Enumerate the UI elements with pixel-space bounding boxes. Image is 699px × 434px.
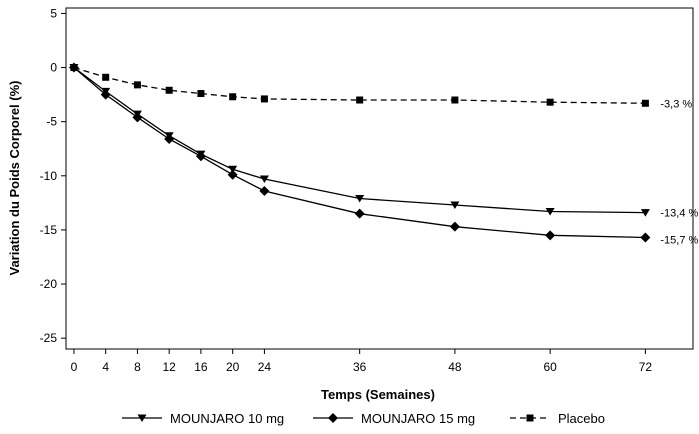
end-value-label: -15,7 %	[660, 234, 698, 246]
legend-item: MOUNJARO 15 mg	[313, 411, 475, 426]
series-2: -3,3 %	[70, 64, 692, 110]
y-tick-label: 5	[50, 6, 57, 20]
y-tick-label: 0	[50, 61, 57, 75]
x-axis: 0 4 8 12 16 20 24 36 48 60 72	[71, 349, 653, 374]
x-tick-label: 8	[134, 360, 141, 374]
x-tick-label: 36	[353, 360, 367, 374]
x-tick-label: 48	[448, 360, 462, 374]
data-point	[195, 151, 206, 162]
data-point	[259, 185, 270, 196]
x-tick-label: 4	[102, 360, 109, 374]
data-point	[70, 64, 78, 72]
legend-label: Placebo	[558, 411, 605, 426]
series-1: -15,7 %	[68, 62, 699, 246]
legend-label: MOUNJARO 15 mg	[361, 411, 475, 426]
data-point	[259, 175, 269, 184]
legend-marker	[137, 414, 147, 422]
legend-marker	[328, 413, 338, 423]
data-point	[227, 169, 238, 180]
y-axis-title: Variation du Poids Corporel (%)	[7, 80, 22, 275]
y-tick-label: -15	[40, 223, 58, 237]
legend-marker	[526, 414, 534, 422]
x-axis-title: Temps (Semaines)	[321, 387, 435, 402]
data-point	[640, 209, 650, 217]
legend: MOUNJARO 10 mg MOUNJARO 15 mg Placebo	[122, 411, 605, 426]
data-point	[132, 112, 143, 123]
data-point	[641, 99, 649, 107]
data-point	[260, 95, 268, 103]
x-tick-label: 12	[162, 360, 176, 374]
y-tick-label: -25	[40, 331, 58, 345]
data-point	[450, 201, 460, 210]
data-point	[197, 90, 205, 98]
y-tick-label: -10	[40, 169, 58, 183]
series-line	[73, 67, 646, 214]
data-point	[545, 208, 555, 216]
data-point	[228, 165, 238, 174]
series-0: -13,4 %	[69, 64, 699, 220]
data-point	[102, 73, 110, 81]
data-point	[164, 133, 175, 144]
data-point	[354, 208, 365, 219]
series-layer: -13,4 % -15,7 % -3,3 %	[68, 62, 699, 246]
x-tick-label: 72	[639, 360, 653, 374]
data-point	[356, 96, 364, 104]
plot-frame	[65, 7, 694, 350]
x-tick-label: 20	[226, 360, 240, 374]
y-tick-label: -5	[46, 115, 57, 129]
x-tick-label: 60	[543, 360, 557, 374]
legend-item: MOUNJARO 10 mg	[122, 411, 284, 426]
legend-label: MOUNJARO 10 mg	[170, 411, 284, 426]
end-value-label: -3,3 %	[660, 98, 692, 110]
data-point	[165, 86, 173, 94]
y-axis: 5 0 -5 -10 -15 -20 -25	[40, 6, 66, 345]
end-value-label: -13,4 %	[660, 208, 698, 220]
data-point	[229, 93, 237, 101]
x-tick-label: 16	[194, 360, 208, 374]
legend-item: Placebo	[510, 411, 605, 426]
y-tick-label: -20	[40, 277, 58, 291]
x-tick-label: 24	[258, 360, 272, 374]
data-point	[449, 221, 460, 232]
data-point	[546, 98, 554, 106]
data-point	[545, 230, 556, 241]
data-point	[640, 232, 651, 243]
data-point	[100, 89, 111, 100]
data-point	[133, 81, 141, 89]
data-point	[451, 96, 459, 104]
x-tick-label: 0	[71, 360, 78, 374]
data-point	[355, 195, 365, 203]
